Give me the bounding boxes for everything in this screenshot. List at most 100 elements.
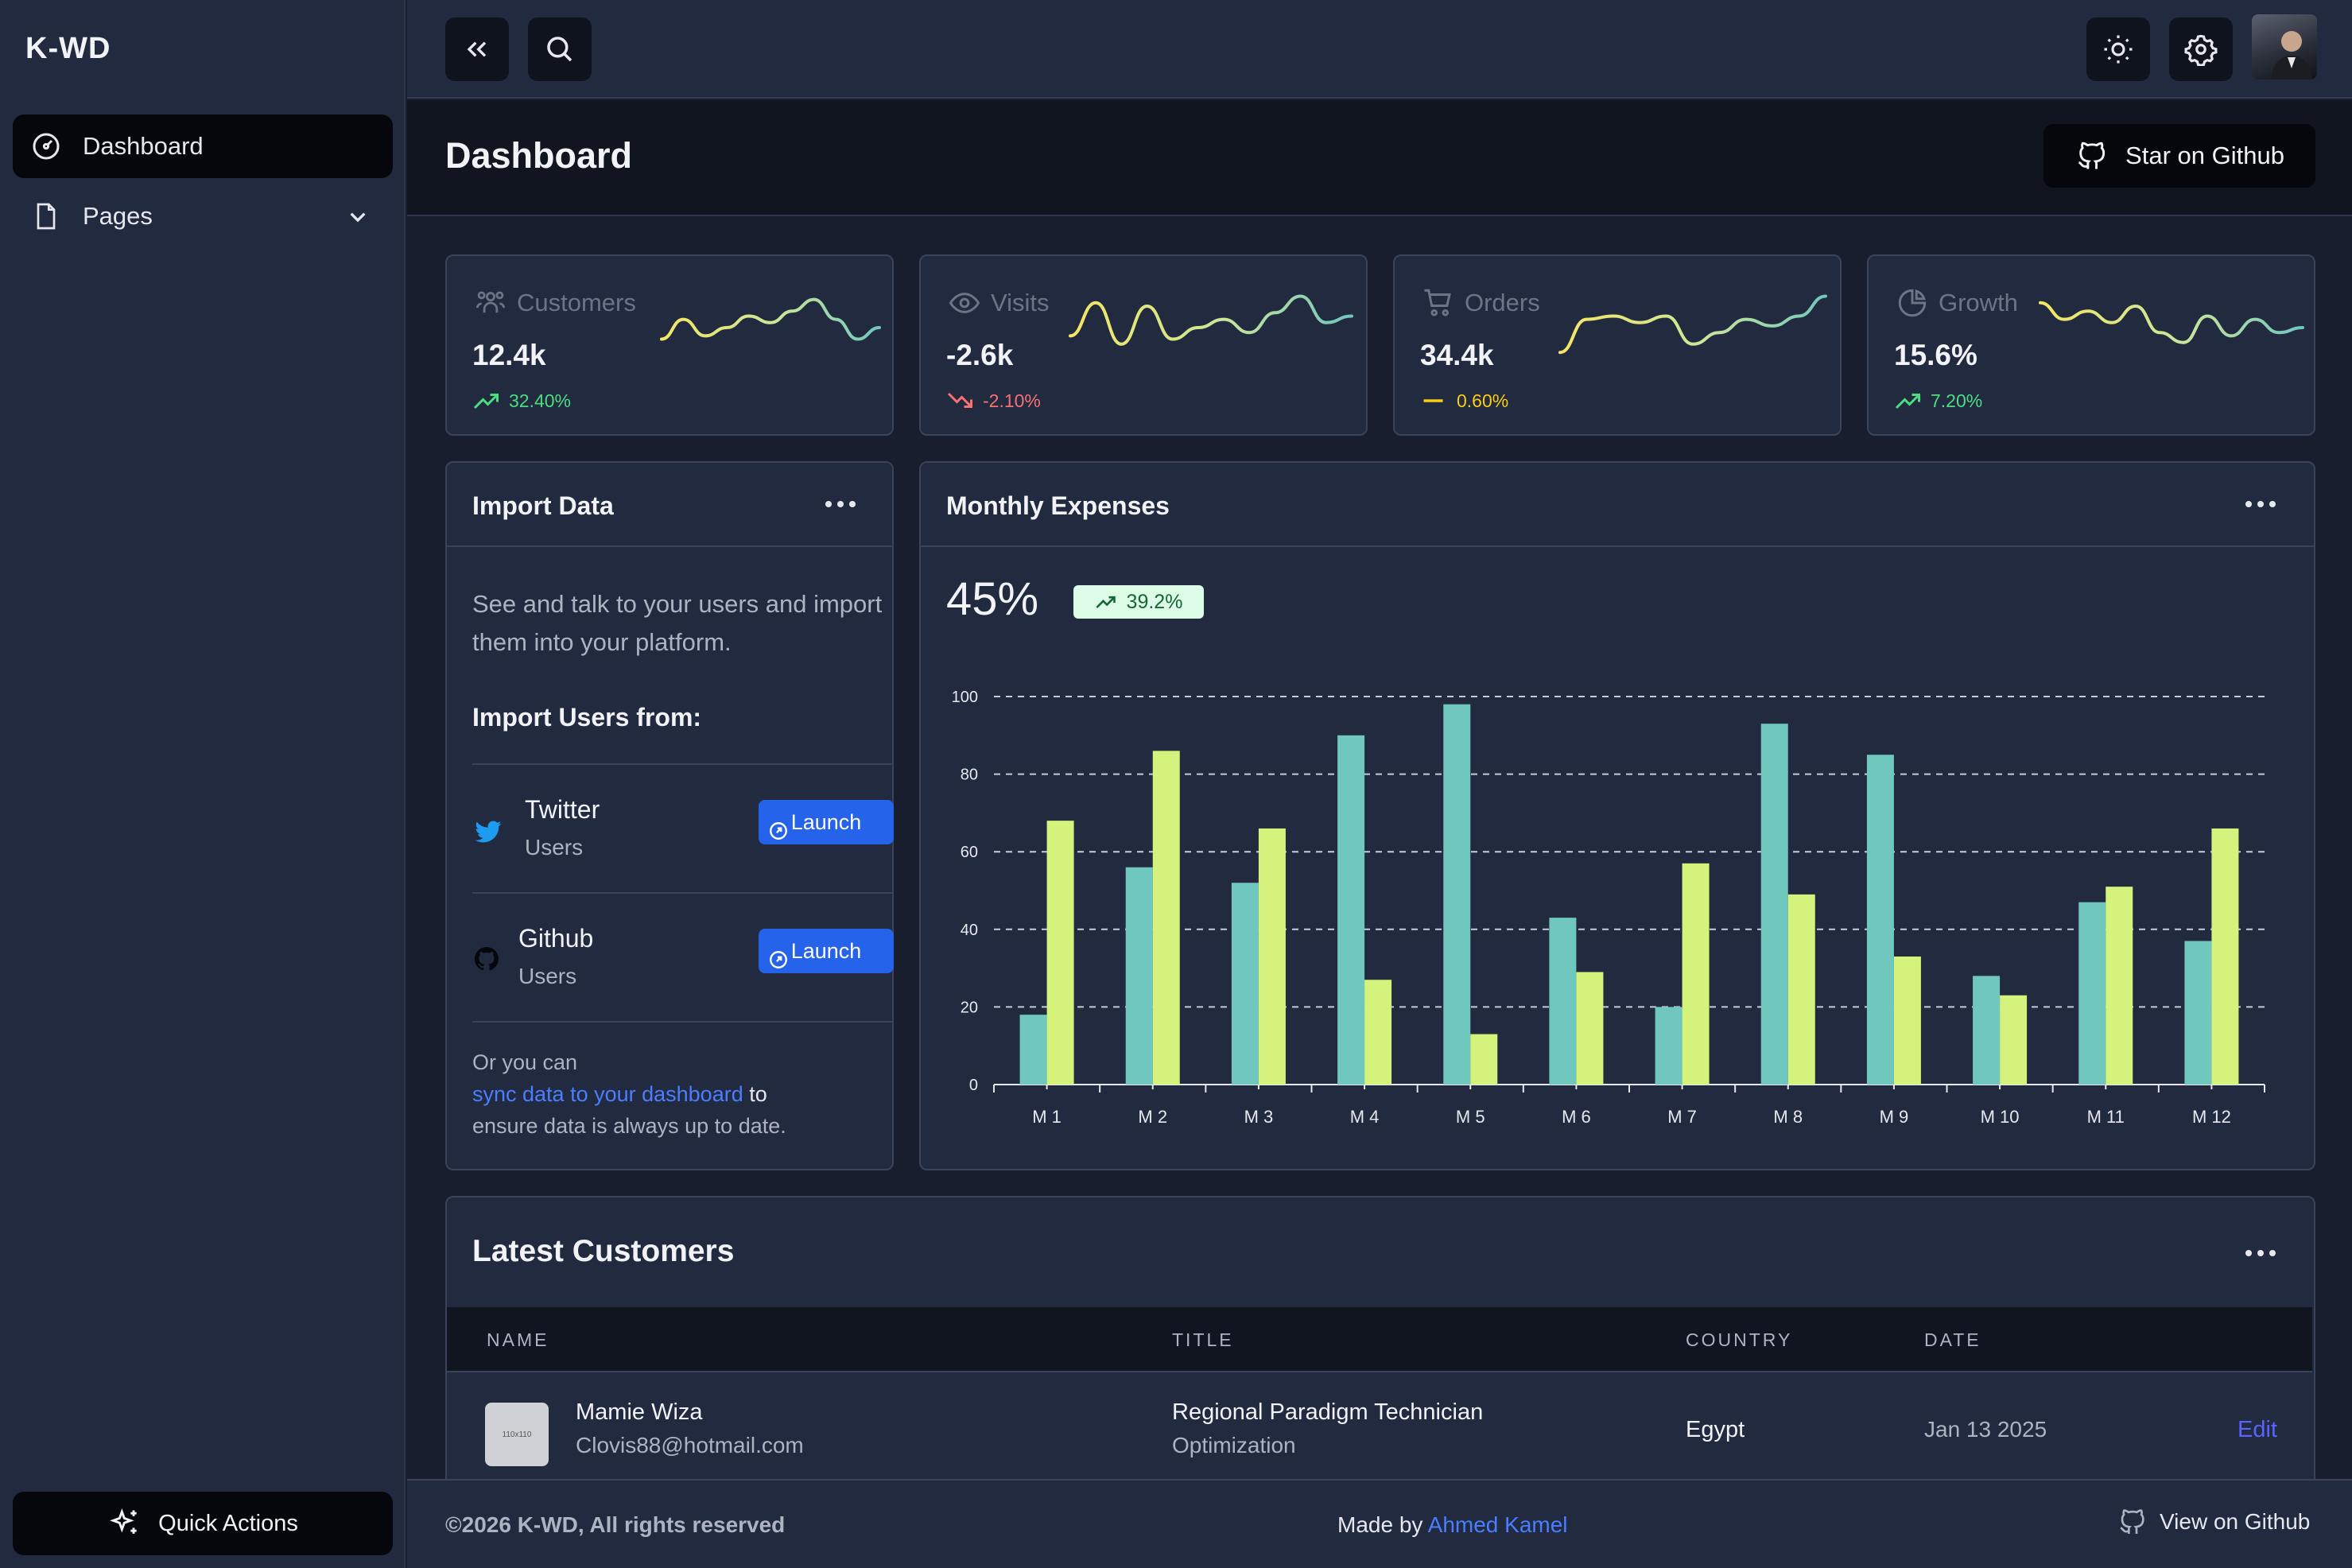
x-tick-label: M 4 xyxy=(1350,1107,1380,1127)
stat-label: Orders xyxy=(1422,286,1540,320)
sparkline-orders xyxy=(1558,294,1827,355)
bar-m1-s2 xyxy=(1046,821,1074,1085)
sidebar-item-dashboard[interactable]: Dashboard xyxy=(13,114,393,178)
monthly-expenses-bar-chart: 0 20 40 60 80 100 M 1 M 2 M 3 M 4 M 5 M 6 M 7 M 8 M 9 M… xyxy=(952,689,2265,1127)
trending-down-icon xyxy=(946,390,975,412)
bar-m12-s1 xyxy=(2184,941,2212,1085)
source-name: Github xyxy=(518,924,594,953)
sparkline-path xyxy=(1069,294,1353,346)
stat-card-orders: Orders 34.4k 0.60% xyxy=(1393,254,1842,436)
expenses-change-badge: 39.2% xyxy=(1073,585,1204,619)
chevron-down-icon[interactable] xyxy=(342,200,374,232)
x-tick-label: M 9 xyxy=(1880,1107,1909,1127)
customer-email: Clovis88@hotmail.com xyxy=(576,1433,804,1457)
column-header-name[interactable]: NAME xyxy=(487,1329,549,1350)
bar-m10-s1 xyxy=(1973,976,2001,1085)
sync-dashboard-link[interactable]: sync data to your dashboard xyxy=(472,1082,743,1106)
bar-m7-s1 xyxy=(1655,1007,1682,1085)
bar-m4-s2 xyxy=(1364,980,1392,1085)
customer-department: Optimization xyxy=(1172,1433,1296,1457)
sidebar-item-pages[interactable]: Pages xyxy=(13,184,393,248)
cart-icon xyxy=(1422,286,1455,320)
x-tick-label: M 5 xyxy=(1456,1107,1485,1127)
edit-link[interactable]: Edit xyxy=(2238,1417,2277,1442)
bar-m9-s2 xyxy=(1893,956,1921,1085)
expenses-percentage: 45% xyxy=(946,573,1039,625)
x-tick-label: M 1 xyxy=(1032,1107,1062,1127)
stat-change: 7.20% xyxy=(1894,390,1982,412)
y-tick-label: 60 xyxy=(961,844,978,861)
stat-change: 32.40% xyxy=(472,390,571,412)
avatar-photo xyxy=(2271,31,2312,80)
card-header: Import Data xyxy=(447,463,892,547)
page-header: Dashboard Star on Github xyxy=(407,100,2352,216)
column-header-country[interactable]: COUNTRY xyxy=(1686,1329,1793,1350)
import-source-github: Github Users Launch xyxy=(472,924,894,1011)
made-by: Made by Ahmed Kamel xyxy=(1337,1512,1568,1537)
sparkline-path xyxy=(1558,294,1827,355)
x-tick-label: M 12 xyxy=(2192,1107,2231,1127)
x-tick-label: M 8 xyxy=(1773,1107,1803,1127)
bar-m2-s2 xyxy=(1152,751,1180,1085)
bar-m11-s1 xyxy=(2078,902,2106,1085)
x-tick-label: M 7 xyxy=(1667,1107,1697,1127)
more-options-icon[interactable] xyxy=(2241,1239,2280,1267)
sidebar-item-label: Pages xyxy=(83,202,153,230)
customer-name: Mamie Wiza xyxy=(576,1399,703,1425)
github-icon xyxy=(472,945,504,976)
bar-m7-s2 xyxy=(1682,863,1710,1085)
sparkles-icon xyxy=(107,1506,142,1541)
more-options-icon[interactable] xyxy=(2241,490,2280,518)
author-link[interactable]: Ahmed Kamel xyxy=(1427,1512,1568,1537)
quick-actions-button[interactable]: Quick Actions xyxy=(13,1492,393,1555)
bar-m8-s1 xyxy=(1760,724,1788,1085)
x-tick-label: M 2 xyxy=(1138,1107,1167,1127)
stat-label: Visits xyxy=(948,286,1050,320)
sun-icon xyxy=(2104,35,2133,64)
collapse-sidebar-button[interactable] xyxy=(445,17,509,81)
top-bar xyxy=(407,0,2352,99)
more-options-icon[interactable] xyxy=(821,490,860,518)
chevrons-left-icon xyxy=(467,41,487,57)
settings-button[interactable] xyxy=(2169,17,2233,81)
launch-github-button[interactable]: Launch xyxy=(759,929,894,973)
stat-value: 12.4k xyxy=(472,339,546,371)
card-title: Latest Customers xyxy=(472,1234,735,1268)
customer-country: Egypt xyxy=(1686,1417,1745,1442)
stat-card-growth: Growth 15.6% 7.20% xyxy=(1867,254,2315,436)
avatar[interactable] xyxy=(2252,14,2317,80)
x-tick-label: M 11 xyxy=(2087,1107,2125,1127)
dashboard-gauge-icon xyxy=(29,129,64,164)
column-header-title[interactable]: TITLE xyxy=(1172,1329,1234,1350)
x-tick-label: M 10 xyxy=(1981,1107,2020,1127)
stat-change: -2.10% xyxy=(946,390,1041,412)
external-link-icon xyxy=(768,949,789,970)
bar-m9-s1 xyxy=(1866,755,1894,1085)
bar-m12-s2 xyxy=(2211,828,2239,1085)
star-on-github-button[interactable]: Star on Github xyxy=(2043,124,2315,188)
star-on-github-label: Star on Github xyxy=(2125,142,2284,169)
import-data-card: Import Data See and talk to your users a… xyxy=(445,461,894,1170)
launch-twitter-button[interactable]: Launch xyxy=(759,800,894,844)
brand-logo[interactable]: K-WD xyxy=(25,32,111,65)
minus-icon xyxy=(1420,390,1449,412)
theme-toggle-button[interactable] xyxy=(2086,17,2150,81)
sparkline-path xyxy=(2039,301,2304,344)
sparkline-growth xyxy=(2039,301,2304,344)
search-button[interactable] xyxy=(528,17,592,81)
document-icon xyxy=(29,199,64,234)
sparkline-visits xyxy=(1069,294,1353,346)
trending-up-icon xyxy=(472,390,501,412)
import-footer: Or you can sync data to your dashboard t… xyxy=(472,1050,786,1138)
stat-card-customers: Customers 12.4k 32.40% xyxy=(445,254,894,436)
view-on-github-link[interactable]: View on Github xyxy=(2117,1506,2310,1538)
column-header-date[interactable]: DATE xyxy=(1924,1329,1981,1350)
bar-m3-s1 xyxy=(1231,883,1259,1085)
table-row[interactable]: 110x110 Mamie Wiza Clovis88@hotmail.com … xyxy=(447,1374,2312,1493)
customer-date: Jan 13 2025 xyxy=(1924,1417,2047,1442)
sidebar: K-WD Dashboard Pages Quick Actions xyxy=(0,0,406,1568)
divider xyxy=(472,763,894,765)
import-subtitle: Import Users from: xyxy=(472,703,702,732)
trending-up-icon xyxy=(1894,390,1923,412)
users-icon xyxy=(474,286,507,320)
